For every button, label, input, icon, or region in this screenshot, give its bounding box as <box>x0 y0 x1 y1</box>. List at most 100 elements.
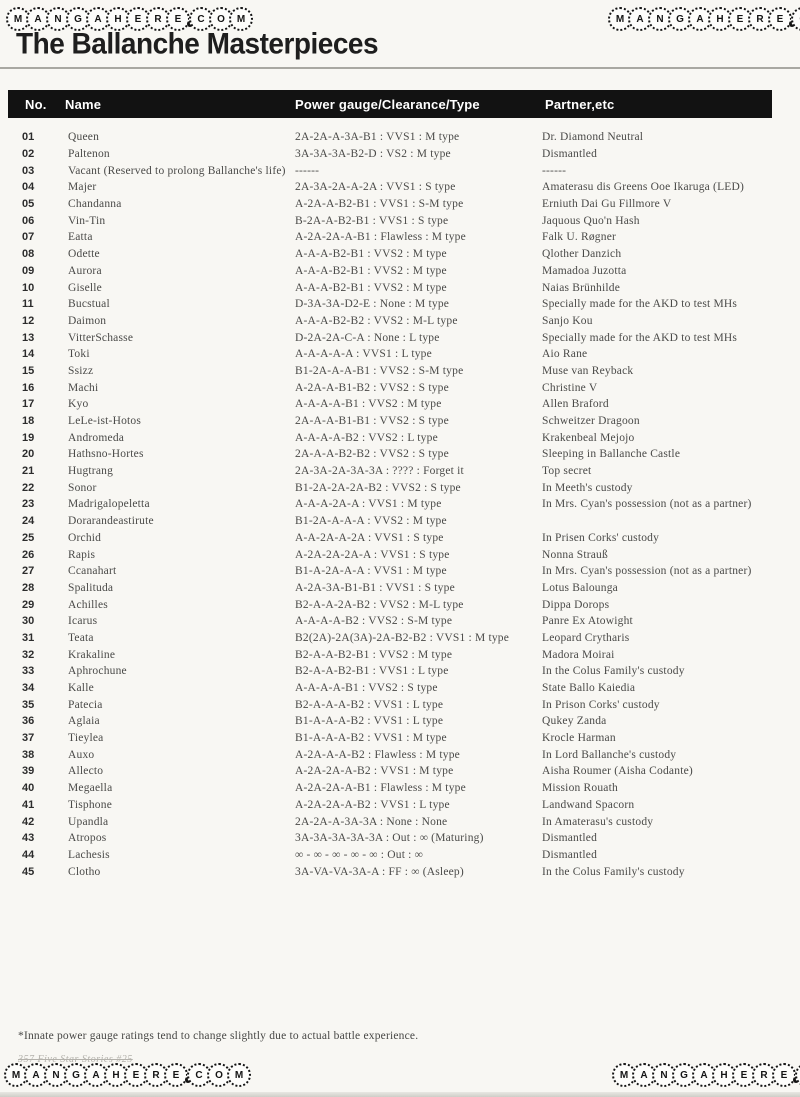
cell-partner: Christine V <box>542 381 598 394</box>
cell-power: A-2A-3A-B1-B1 : VVS1 : S type <box>295 581 455 594</box>
cell-no: 32 <box>22 648 35 661</box>
cell-name: Lachesis <box>68 848 110 861</box>
table-row: 35 Patecia B2-A-A-A-B2 : VVS1 : L type In P… <box>0 696 792 713</box>
cell-partner: Sleeping in Ballanche Castle <box>542 448 681 461</box>
cell-partner: Falk U. Røgner <box>542 231 617 244</box>
cell-name: Megaella <box>68 782 113 795</box>
cell-partner: Qukey Zanda <box>542 715 607 728</box>
cell-power: A-2A-2A-A-B2 : VVS1 : M type <box>295 765 454 778</box>
cell-power: A-A-A-A-A : VVS1 : L type <box>295 348 432 361</box>
cell-name: Aglaia <box>68 715 100 728</box>
cell-partner: Aio Rane <box>542 348 588 361</box>
table-row: 04 Majer 2A-3A-2A-A-2A : VVS1 : S type Amat… <box>0 179 792 196</box>
table-row: 42 Upandla 2A-2A-A-3A-3A : None : None In A… <box>0 813 792 830</box>
cell-no: 24 <box>22 515 35 528</box>
cell-power: A-A-A-B2-B1 : VVS2 : M type <box>295 264 447 277</box>
cell-no: 11 <box>22 298 34 311</box>
cell-power: B-2A-A-B2-B1 : VVS1 : S type <box>295 214 449 227</box>
table-row: 16 Machi A-2A-A-B1-B2 : VVS2 : S type Chris… <box>0 379 792 396</box>
cell-power: B2-A-A-B2-B1 : VVS1 : L type <box>295 665 449 678</box>
table-row: 18 LeLe-ist-Hotos 2A-A-A-B1-B1 : VVS2 : S … <box>0 413 792 430</box>
cell-name: Bucstual <box>68 298 110 311</box>
cell-power: B1-A-A-A-B2 : VVS1 : L type <box>295 715 444 728</box>
cell-name: Vin-Tin <box>68 214 106 227</box>
cell-power: A-A-2A-A-2A : VVS1 : S type <box>295 531 444 544</box>
table-row: 06 Vin-Tin B-2A-A-B2-B1 : VVS1 : S type Jaq… <box>0 212 792 229</box>
cell-partner: Mamadoa Juzotta <box>542 264 627 277</box>
cell-power: A-2A-2A-A-B1 : Flawless : M type <box>295 782 466 795</box>
cell-power: A-2A-2A-2A-A : VVS1 : S type <box>295 548 450 561</box>
table-row: 32 Krakaline B2-A-A-B2-B1 : VVS2 : M type M… <box>0 646 792 663</box>
cell-partner: Leopard Crytharis <box>542 631 630 644</box>
cell-name: Auxo <box>68 748 95 761</box>
cell-no: 15 <box>22 364 35 377</box>
cell-partner: Naias Brünhilde <box>542 281 621 294</box>
cell-power: 2A-3A-2A-A-2A : VVS1 : S type <box>295 181 456 194</box>
table-row: 33 Aphrochune B2-A-A-B2-B1 : VVS1 : L type… <box>0 663 792 680</box>
cell-name: Tieylea <box>68 732 104 745</box>
table-row: 34 Kalle A-A-A-A-B1 : VVS2 : S type State B… <box>0 680 792 697</box>
cell-power: A-A-A-A-B2 : VVS2 : S-M type <box>295 615 453 628</box>
cell-no: 37 <box>22 732 35 745</box>
cell-no: 02 <box>22 148 35 161</box>
table-row: 38 Auxo A-2A-A-A-B2 : Flawless : M type In … <box>0 746 792 763</box>
cell-partner: Amaterasu dis Greens Ooe Ikaruga (LED) <box>542 181 745 194</box>
cell-no: 09 <box>22 264 35 277</box>
column-header-no: No. <box>25 96 47 112</box>
footnote: *Innate power gauge ratings tend to chan… <box>18 1030 419 1042</box>
table-row: 15 Ssizz B1-2A-A-A-B1 : VVS2 : S-M type Mus… <box>0 363 792 380</box>
cell-no: 23 <box>22 498 35 511</box>
cell-power: A-A-A-B2-B1 : VVS2 : M type <box>295 281 447 294</box>
cell-partner: Dismantled <box>542 148 598 161</box>
cell-partner: Lotus Balounga <box>542 581 618 594</box>
cell-power: A-A-A-B2-B1 : VVS2 : M type <box>295 248 447 261</box>
cell-no: 22 <box>22 481 35 494</box>
cell-name: VitterSchasse <box>68 331 134 344</box>
cell-no: 14 <box>22 348 35 361</box>
cell-partner: Panre Ex Atowight <box>542 615 633 628</box>
watermark-letter: C <box>791 7 800 31</box>
table-row: 31 Teata B2(2A)-2A(3A)-2A-B2-B2 : VVS1 : M… <box>0 630 792 647</box>
cell-partner: In Lord Ballanche's custody <box>542 748 677 761</box>
table-row: 07 Eatta A-2A-2A-A-B1 : Flawless : M type F… <box>0 229 792 246</box>
table-row: 14 Toki A-A-A-A-A : VVS1 : L type Aio Rane <box>0 346 792 363</box>
cell-power: 2A-2A-A-3A-B1 : VVS1 : M type <box>295 131 460 144</box>
cell-name: Ssizz <box>68 364 94 377</box>
column-header-name: Name <box>65 96 102 112</box>
cell-power: B1-2A-A-A-B1 : VVS2 : S-M type <box>295 364 464 377</box>
cell-power: A-A-A-2A-A : VVS1 : M type <box>295 498 442 511</box>
cell-power: 2A-A-A-B1-B1 : VVS2 : S type <box>295 415 449 428</box>
cell-no: 39 <box>22 765 35 778</box>
cell-no: 41 <box>22 798 35 811</box>
cell-no: 20 <box>22 448 35 461</box>
cell-name: Clotho <box>68 865 101 878</box>
cell-name: Eatta <box>68 231 93 244</box>
cell-partner: Krakenbeal Mejojo <box>542 431 635 444</box>
cell-power: 3A-3A-3A-B2-D : VS2 : M type <box>295 148 451 161</box>
watermark-letter: R <box>146 7 170 31</box>
table-row: 36 Aglaia B1-A-A-A-B2 : VVS1 : L type Qukey… <box>0 713 792 730</box>
table-row: 05 Chandanna A-2A-A-B2-B1 : VVS1 : S-M typ… <box>0 196 792 213</box>
table-row: 37 Tieylea B1-A-A-A-B2 : VVS1 : M type Kroc… <box>0 730 792 747</box>
cell-no: 10 <box>22 281 35 294</box>
table-row: 25 Orchid A-A-2A-A-2A : VVS1 : S type In Pr… <box>0 530 792 547</box>
table-row: 27 Ccanahart B1-A-2A-A-A : VVS1 : M type In… <box>0 563 792 580</box>
cell-name: Giselle <box>68 281 102 294</box>
cell-name: Majer <box>68 181 97 194</box>
cell-partner: Krocle Harman <box>542 732 616 745</box>
table-row: 28 Spalituda A-2A-3A-B1-B1 : VVS1 : S type… <box>0 580 792 597</box>
table-row: 17 Kyo A-A-A-A-B1 : VVS2 : M type Allen Bra… <box>0 396 792 413</box>
table-row: 26 Rapis A-2A-2A-2A-A : VVS1 : S type Nonna… <box>0 546 792 563</box>
table-row: 12 Daimon A-A-A-B2-B2 : VVS2 : M-L type San… <box>0 313 792 330</box>
table-row: 20 Hathsno-Hortes 2A-A-A-B2-B2 : VVS2 : S … <box>0 446 792 463</box>
cell-no: 33 <box>22 665 35 678</box>
table-row: 44 Lachesis ∞ - ∞ - ∞ - ∞ - ∞ : Out : ∞ Dis… <box>0 847 792 864</box>
cell-name: Hugtrang <box>68 465 114 478</box>
cell-no: 16 <box>22 381 35 394</box>
cell-partner: Mission Rouath <box>542 782 618 795</box>
cell-partner: In Mrs. Cyan's possession (not as a part… <box>542 498 752 511</box>
cell-name: LeLe-ist-Hotos <box>68 415 142 428</box>
table-row: 13 VitterSchasse D-2A-2A-C-A : None : L ty… <box>0 329 792 346</box>
